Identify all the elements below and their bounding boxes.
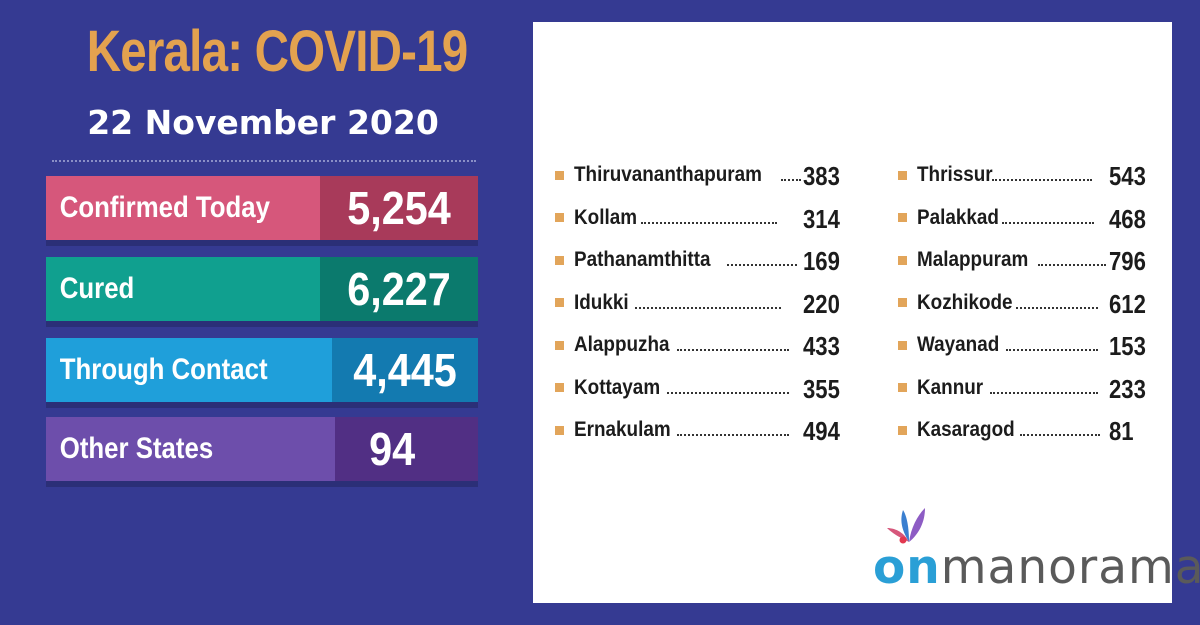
district-row: Kozhikode 612 [898,282,1148,325]
leader-dots [1002,221,1094,224]
bullet-icon [898,340,907,350]
district-list-right: Thrissur 543 Palakkad 468 Malappuram 796… [898,154,1148,452]
stat-label: Cured [59,272,135,305]
stat-other-states: Other States 94 [46,417,478,481]
stat-label: Confirmed Today [59,191,270,224]
district-count: 494 [803,416,840,446]
district-row: Kottayam 355 [555,367,845,410]
leader-dots [1020,434,1100,436]
district-count: 433 [803,331,840,361]
district-row: Kannur 233 [898,367,1148,410]
bullet-icon [555,170,564,180]
district-name: Kollam [574,205,638,229]
district-count: 81 [1109,416,1134,446]
bullet-icon [555,340,564,350]
district-row: Thiruvananthapuram 383 [555,154,845,197]
leader-dots [1038,264,1106,266]
stat-value: 6,227 [347,263,451,315]
district-count: 355 [803,373,840,404]
district-panel: Thiruvananthapuram 383 Kollam 314 Pathan… [533,22,1200,603]
district-count: 220 [803,288,840,319]
district-row: Wayanad 153 [898,324,1148,367]
report-date: 22 November 2020 [87,103,439,142]
district-name: Kottayam [574,375,661,399]
stat-confirmed-today: Confirmed Today 5,254 [46,176,478,240]
leader-dots [992,179,1092,181]
district-name: Pathanamthitta [574,248,711,272]
district-name: Idukki [574,290,629,314]
district-count: 169 [803,246,840,276]
district-row: Alappuzha 433 [555,324,845,367]
district-name: Wayanad [917,333,1000,357]
district-name: Ernakulam [574,418,671,442]
stat-value: 5,254 [347,182,451,234]
stat-value: 4,445 [353,344,457,396]
leader-dots [641,221,777,224]
stat-value: 94 [369,423,416,475]
district-count: 233 [1109,373,1146,404]
district-row: Malappuram 796 [898,239,1148,282]
bullet-icon [898,255,907,265]
leader-dots [781,179,801,181]
brand-prefix: on [873,540,941,595]
bullet-icon [555,213,564,223]
bullet-icon [555,255,564,265]
leader-dots [667,391,789,394]
brand-wordmark: onmanorama [873,540,1200,595]
district-name: Alappuzha [574,333,670,357]
district-name: Kasaragod [917,418,1015,442]
district-count: 543 [1109,161,1146,191]
district-count: 383 [803,161,840,191]
district-count: 612 [1109,288,1146,319]
district-name: Palakkad [917,205,999,229]
district-list-left: Thiruvananthapuram 383 Kollam 314 Pathan… [555,154,845,452]
leader-dots [677,434,789,436]
leader-dots [727,264,797,266]
bullet-icon [898,383,907,393]
leader-dots [1016,306,1098,309]
leader-dots [1006,349,1098,351]
district-name: Thiruvananthapuram [574,163,762,187]
stat-through-contact: Through Contact 4,445 [46,338,478,402]
header-divider [52,160,476,162]
district-name: Thrissur [917,163,993,187]
stat-cured: Cured 6,227 [46,257,478,321]
district-count: 468 [1109,203,1146,234]
district-count: 314 [803,203,840,234]
district-row: Ernakulam 494 [555,409,845,452]
stat-label: Other States [59,432,214,465]
district-name: Kannur [917,375,984,399]
leader-dots [635,306,781,309]
district-row: Idukki 220 [555,282,845,325]
district-count: 153 [1109,331,1146,361]
stat-label: Through Contact [59,353,268,386]
leader-dots [677,349,789,351]
district-name: Kozhikode [917,290,1013,314]
bullet-icon [555,425,564,435]
brand-name: manorama [940,540,1200,595]
district-row: Pathanamthitta 169 [555,239,845,282]
bullet-icon [898,170,907,180]
bullet-icon [898,298,907,308]
butterfly-icon [887,508,925,544]
page-title: Kerala: COVID-19 [86,19,469,84]
onmanorama-logo: onmanorama [873,498,1200,595]
district-name: Malappuram [917,248,1029,272]
bullet-icon [555,383,564,393]
leader-dots [990,391,1098,394]
district-count: 796 [1109,246,1146,276]
district-row: Kollam 314 [555,197,845,240]
district-row: Kasaragod 81 [898,409,1148,452]
bullet-icon [898,213,907,223]
district-row: Palakkad 468 [898,197,1148,240]
bullet-icon [898,425,907,435]
bullet-icon [555,298,564,308]
district-row: Thrissur 543 [898,154,1148,197]
